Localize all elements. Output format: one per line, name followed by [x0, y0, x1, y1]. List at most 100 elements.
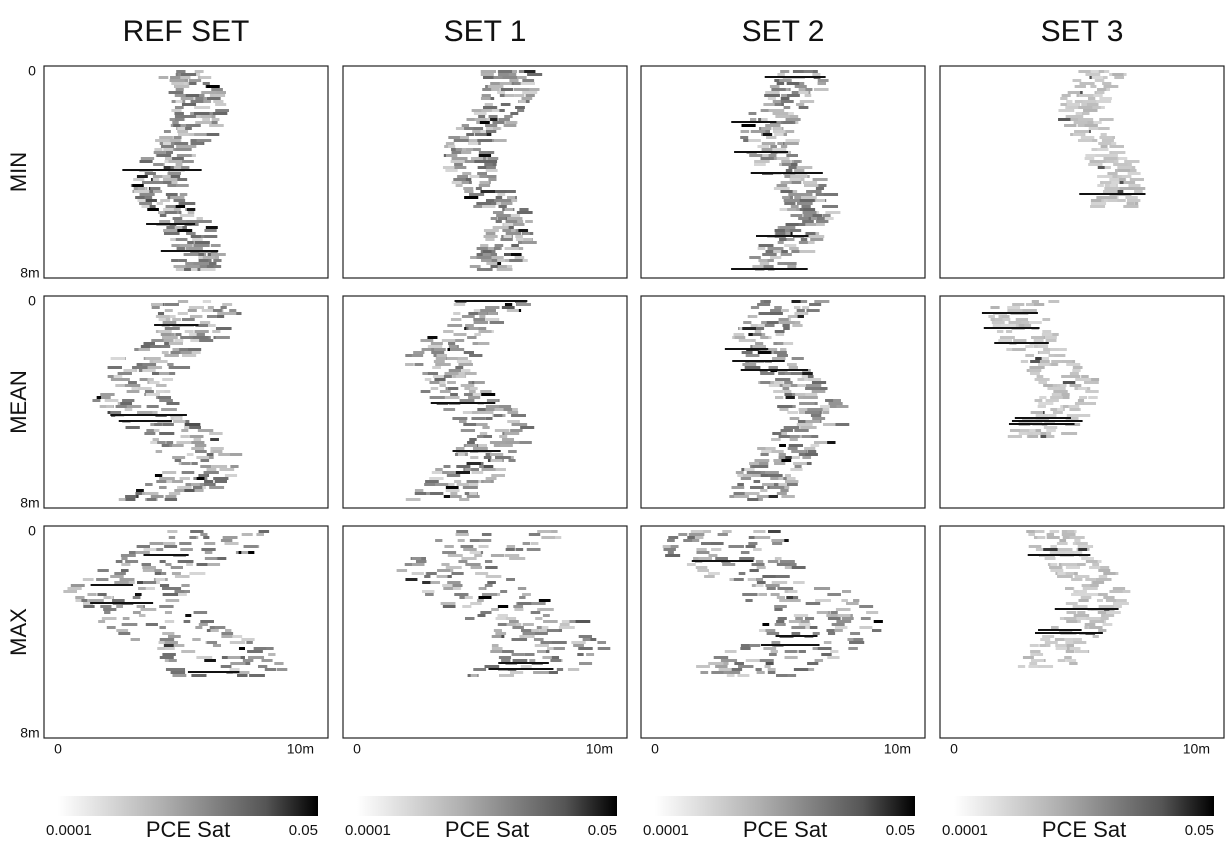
plume-cell [819, 441, 836, 444]
plume-cell [450, 160, 465, 163]
plume-streak [740, 369, 809, 371]
plume-cell [801, 435, 812, 438]
plume-cell [122, 581, 135, 584]
panel-frame [939, 65, 1225, 279]
plume-cell [455, 471, 471, 474]
plume-cell [473, 318, 489, 321]
colorbar [655, 796, 915, 816]
plume-cell [795, 103, 805, 106]
plume-cell [795, 435, 809, 438]
plume-cell [1084, 100, 1100, 103]
plume-cell [190, 351, 201, 354]
plume-cell [1036, 375, 1044, 378]
plume-cell [196, 456, 210, 459]
plume-cell [1069, 372, 1079, 375]
plume-cell [462, 486, 478, 489]
plume-cell [479, 121, 490, 124]
plume-cell [232, 671, 247, 674]
plume-cell [497, 265, 507, 268]
plume-cell [773, 127, 782, 130]
plume-cell [1102, 82, 1112, 85]
plume-cell [478, 154, 492, 157]
plume-cell [520, 426, 535, 429]
plume-cell [476, 268, 487, 271]
plume-cell [805, 387, 821, 390]
plume-cell [763, 103, 780, 106]
plume-cell [162, 336, 178, 339]
plume-cell [1028, 665, 1040, 668]
plume-cell [798, 411, 808, 414]
plume-cell [452, 417, 468, 420]
plume-cell [1030, 659, 1044, 662]
plume-cell [221, 539, 233, 542]
plume-cell [448, 342, 456, 345]
plume-cell [1097, 166, 1105, 169]
plume-cell [189, 333, 198, 336]
plume-cell [165, 151, 173, 154]
plume-cell [1081, 375, 1089, 378]
plume-cell [237, 674, 248, 677]
plume-cell [63, 590, 77, 593]
plume-cell [533, 671, 549, 674]
plume-cell [497, 614, 508, 617]
plume-cell [859, 626, 873, 629]
plume-cell [745, 354, 760, 357]
plume-cell [780, 70, 790, 73]
plume-cell [225, 629, 232, 632]
plume-cell [481, 259, 493, 262]
plume-cell [802, 181, 818, 184]
plume-cell [143, 581, 157, 584]
plume-cell [502, 76, 518, 79]
plume-cell [161, 408, 177, 411]
plume-cell [1064, 656, 1072, 659]
plume-cell [1079, 545, 1093, 548]
plume-cell [1097, 184, 1104, 187]
plume-cell [747, 578, 756, 581]
plume-cell [1090, 584, 1099, 587]
plume-cell [490, 554, 505, 557]
plume-cell [177, 312, 188, 315]
plume-cell [181, 429, 189, 432]
plume-cell [770, 309, 782, 312]
plume-cell [1049, 551, 1066, 554]
plume-cell [1064, 375, 1081, 378]
plume-cell [762, 483, 775, 486]
plume-cell [485, 417, 493, 420]
plume-cell [775, 378, 791, 381]
panel-frame [43, 525, 329, 739]
plume-cell [1071, 578, 1083, 581]
plume-cell [154, 572, 161, 575]
plume-cell [810, 414, 819, 417]
plume-cell [822, 423, 836, 426]
plume-cell [469, 127, 484, 130]
plume-cell [466, 462, 481, 465]
plume-cell [1049, 566, 1062, 569]
plume-cell [813, 587, 828, 590]
plume-cell [508, 459, 516, 462]
plume-cell [112, 599, 125, 602]
plume-cell [156, 480, 167, 483]
plume-cell [484, 665, 500, 668]
plume-cell [194, 444, 207, 447]
plume-cell [174, 94, 186, 97]
plume-cell [473, 160, 486, 163]
plume-cell [756, 581, 766, 584]
plume-cell [455, 148, 462, 151]
plume-cell [505, 220, 518, 223]
plume-cell [791, 450, 807, 453]
plume-cell [193, 262, 209, 265]
plume-cell [1123, 181, 1136, 184]
plume-cell [174, 339, 184, 342]
plume-cell [1072, 133, 1085, 136]
plume-cell [425, 480, 439, 483]
plume-cell [753, 324, 766, 327]
plume-cell [215, 327, 232, 330]
plume-cell [240, 671, 250, 674]
plume-cell [159, 432, 175, 435]
plume-cell [783, 262, 797, 265]
plume-cell [1026, 530, 1041, 533]
plume-cell [1098, 127, 1110, 130]
plume-cell [1099, 566, 1110, 569]
plume-cell [480, 330, 492, 333]
plume-cell [515, 106, 525, 109]
